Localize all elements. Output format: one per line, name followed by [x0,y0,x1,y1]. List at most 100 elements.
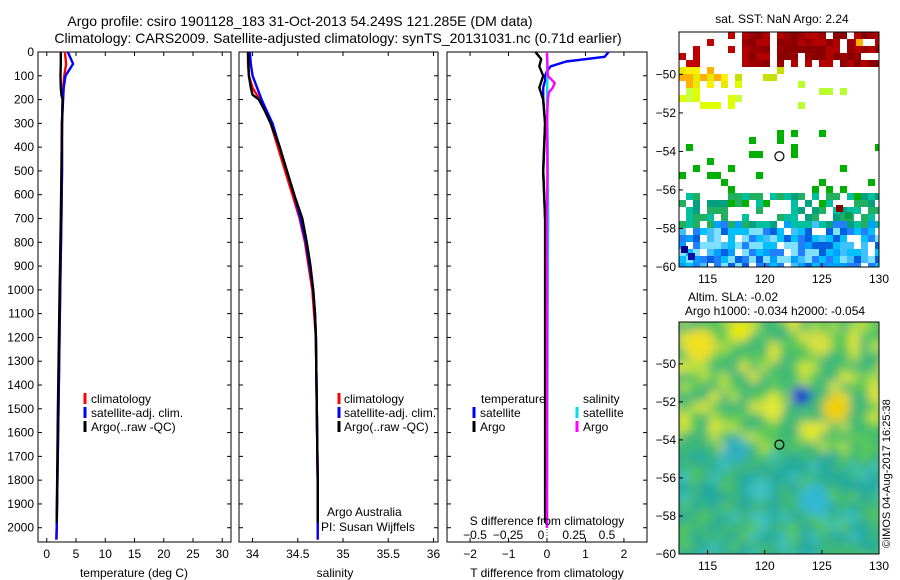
sla-cell [779,482,789,492]
sst-cell [714,235,721,242]
sla-cell [719,552,729,554]
sst-cell [707,228,714,235]
sst-cell [798,102,805,109]
sla-cell [689,502,699,512]
sst-cell [854,263,861,267]
sla-cell [829,472,839,482]
sla-cell [689,542,699,552]
sst-cell [728,228,735,235]
sst-cell [756,172,763,179]
sla-cell [689,422,699,432]
map-y-tick-label: −54 [656,433,677,447]
sst-cell [847,39,854,46]
sst-cell [826,39,833,46]
sst-cell [728,235,735,242]
sla-cell [699,372,709,382]
sla-cell [679,502,689,512]
x-tick-label: 1 [582,547,589,561]
sst-cell [819,221,826,228]
difference-xlabel-top: S difference from climatology [470,514,625,528]
sst-cell [728,200,735,207]
sst-cell [742,60,749,67]
sst-cell [791,193,798,200]
depth-tick-label: 1800 [7,473,34,487]
sla-cell [859,482,869,492]
sla-cell [839,332,849,342]
sla-cell [839,322,849,332]
sla-cell [709,412,719,422]
sst-cell [784,46,791,53]
sla-cell [669,412,679,422]
sst-cell [693,228,700,235]
sla-cell [849,442,859,452]
sla-cell [759,412,769,422]
sst-cell [749,235,756,242]
sla-cell [819,482,829,492]
sla-cell [669,382,679,392]
sst-cell [854,249,861,256]
sst-cell [728,95,735,102]
sla-cell [669,532,679,542]
sst-cell [798,235,805,242]
sla-cell [729,342,739,352]
sst-cell [686,249,693,256]
sst-cell [735,200,742,207]
sst-cell [861,32,868,39]
sst-cell [812,193,819,200]
sst-cell [777,228,784,235]
sst-cell [693,256,700,263]
sla-cell [689,362,699,372]
sla-cell [789,332,799,342]
sst-cell [735,228,742,235]
sst-cell [749,221,756,228]
sst-cell [749,46,756,53]
sla-cell [829,332,839,342]
sla-cell [829,342,839,352]
sla-cell [789,382,799,392]
sla-cell [759,322,769,332]
sst-cell [742,53,749,60]
sst-cell [875,144,879,151]
sst-cell [763,242,770,249]
x-tick-label: 20 [157,547,171,561]
sla-cell [729,502,739,512]
sla-map-title: Altim. SLA: -0.02 [688,290,778,304]
sst-cell [784,32,791,39]
x-tick-label: 5 [73,547,80,561]
sla-cell [789,322,799,332]
sla-cell [779,322,789,332]
sst-cell [805,228,812,235]
sst-cell [784,193,791,200]
sla-cell [709,532,719,542]
sst-cell [791,249,798,256]
sst-cell [707,200,714,207]
legend-label-s-satellite: satellite [583,406,624,420]
sla-cell [799,462,809,472]
sla-cell [809,542,819,552]
sla-cell [719,522,729,532]
sla-cell [729,512,739,522]
sst-cell [777,46,784,53]
sst-cell [700,263,707,267]
sst-cell [826,242,833,249]
sla-cell [809,462,819,472]
depth-tick-label: 200 [14,93,34,107]
sla-cell [709,362,719,372]
sla-cell [719,392,729,402]
sst-cell [742,32,749,39]
sla-cell [839,442,849,452]
map-y-tick-label: −54 [656,144,677,158]
sla-cell [679,472,689,482]
sla-cell [709,322,719,332]
sla-cell [839,552,849,554]
sst-cell [833,221,840,228]
sst-cell [868,200,875,207]
temperature-panel: 0100200300400500600700800900100011001200… [7,45,232,561]
sla-cell [859,532,869,542]
sla-cell [799,322,809,332]
sst-cell [756,207,763,214]
sla-cell [799,482,809,492]
sla-cell [789,352,799,362]
sst-cell [686,74,693,81]
sla-cell [799,332,809,342]
